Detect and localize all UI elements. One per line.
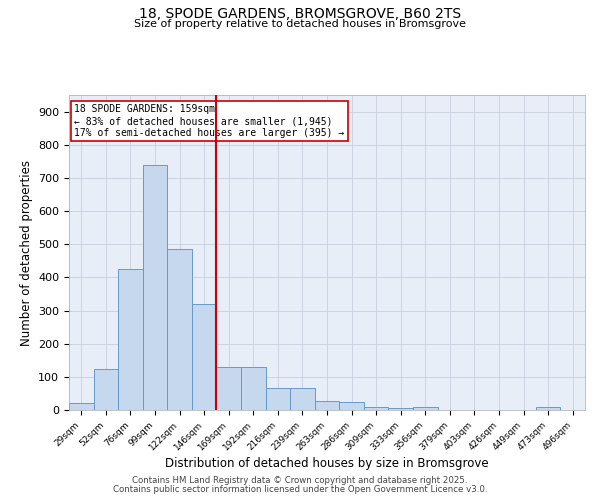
- X-axis label: Distribution of detached houses by size in Bromsgrove: Distribution of detached houses by size …: [165, 458, 489, 470]
- Text: 18, SPODE GARDENS, BROMSGROVE, B60 2TS: 18, SPODE GARDENS, BROMSGROVE, B60 2TS: [139, 8, 461, 22]
- Bar: [315, 400, 339, 410]
- Bar: [388, 408, 413, 410]
- Bar: [241, 367, 266, 410]
- Bar: [536, 408, 560, 410]
- Text: Contains public sector information licensed under the Open Government Licence v3: Contains public sector information licen…: [113, 485, 487, 494]
- Text: Size of property relative to detached houses in Bromsgrove: Size of property relative to detached ho…: [134, 19, 466, 29]
- Bar: [118, 269, 143, 410]
- Text: Contains HM Land Registry data © Crown copyright and database right 2025.: Contains HM Land Registry data © Crown c…: [132, 476, 468, 485]
- Bar: [413, 408, 437, 410]
- Bar: [143, 164, 167, 410]
- Bar: [69, 404, 94, 410]
- Bar: [266, 388, 290, 410]
- Y-axis label: Number of detached properties: Number of detached properties: [20, 160, 32, 346]
- Bar: [167, 249, 192, 410]
- Bar: [94, 368, 118, 410]
- Text: 18 SPODE GARDENS: 159sqm
← 83% of detached houses are smaller (1,945)
17% of sem: 18 SPODE GARDENS: 159sqm ← 83% of detach…: [74, 104, 344, 138]
- Bar: [192, 304, 217, 410]
- Bar: [364, 406, 388, 410]
- Bar: [290, 388, 315, 410]
- Bar: [339, 402, 364, 410]
- Bar: [217, 367, 241, 410]
